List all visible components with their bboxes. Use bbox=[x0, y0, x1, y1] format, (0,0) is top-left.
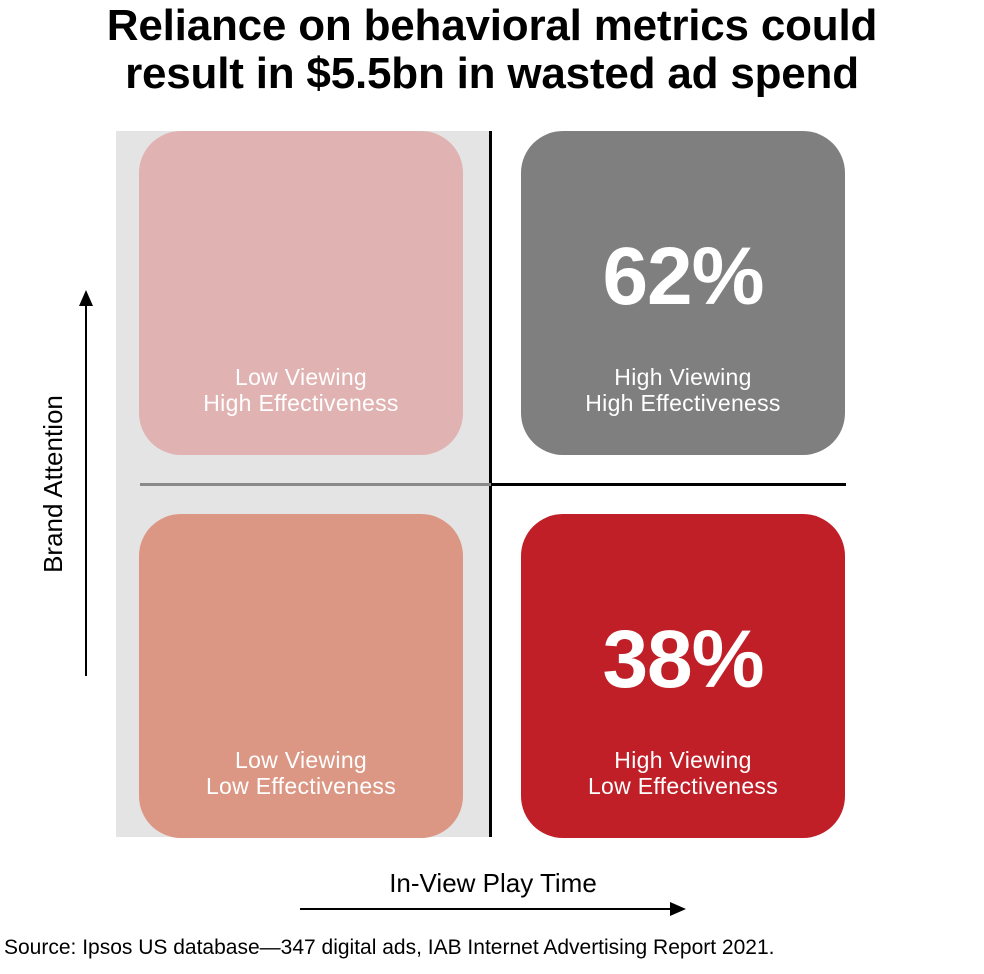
quadrant-label-line-2: High Effectiveness bbox=[585, 390, 781, 416]
quadrant-label-line-1: High Viewing bbox=[614, 364, 752, 390]
quadrant-percent: 62% bbox=[602, 231, 764, 322]
x-axis-title: In-View Play Time bbox=[389, 868, 597, 898]
quadrant-label-line-1: Low Viewing bbox=[234, 747, 367, 773]
chart-title-line-1: Reliance on behavioral metrics could bbox=[106, 1, 878, 50]
quadrant-high-viewing-high-effectiveness: 62% High Viewing High Effectiveness bbox=[521, 131, 845, 455]
quadrant-label-line-2: High Effectiveness bbox=[203, 390, 399, 416]
quadrant-percent: 38% bbox=[602, 614, 764, 705]
source-note: Source: Ipsos US database—347 digital ad… bbox=[4, 936, 775, 959]
quadrant-label: High Viewing High Effectiveness bbox=[521, 364, 845, 416]
quadrant-label: Low Viewing High Effectiveness bbox=[139, 364, 463, 416]
horizontal-divider-right bbox=[491, 483, 846, 486]
y-axis-title: Brand Attention bbox=[38, 395, 68, 573]
y-axis-arrow-icon bbox=[79, 290, 93, 676]
horizontal-divider-left bbox=[140, 483, 491, 486]
quadrant-low-viewing-high-effectiveness: Low Viewing High Effectiveness bbox=[139, 131, 463, 455]
quadrant-label-line-2: Low Effectiveness bbox=[205, 773, 397, 799]
quadrant-low-viewing-low-effectiveness: Low Viewing Low Effectiveness bbox=[139, 514, 463, 838]
quadrant-high-viewing-low-effectiveness: 38% High Viewing Low Effectiveness bbox=[521, 514, 845, 838]
quadrant-label: High Viewing Low Effectiveness bbox=[521, 747, 845, 799]
x-axis-arrow-icon bbox=[300, 902, 686, 916]
quadrant-label: Low Viewing Low Effectiveness bbox=[139, 747, 463, 799]
chart-title-line-2: result in $5.5bn in wasted ad spend bbox=[125, 49, 859, 98]
quadrant-label-line-2: Low Effectiveness bbox=[587, 773, 779, 799]
quadrant-label-line-1: Low Viewing bbox=[234, 364, 367, 390]
quadrant-label-line-1: High Viewing bbox=[614, 747, 752, 773]
chart-title: Reliance on behavioral metrics could res… bbox=[0, 2, 984, 98]
